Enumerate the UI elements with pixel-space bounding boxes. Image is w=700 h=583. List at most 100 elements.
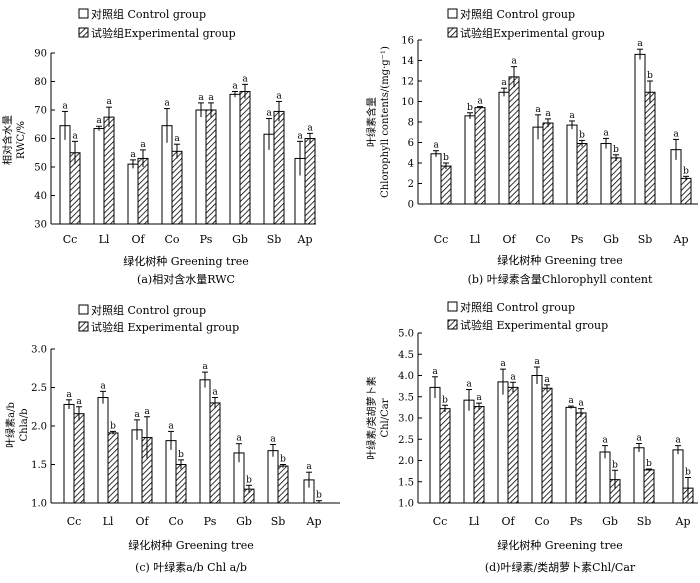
bar-experimental bbox=[610, 157, 622, 205]
bar-control bbox=[229, 93, 241, 225]
significance-label: a bbox=[266, 109, 272, 119]
significance-label: a bbox=[270, 434, 276, 444]
category-label: Sb bbox=[637, 515, 652, 528]
bar-experimental bbox=[576, 143, 588, 205]
bar-experimental bbox=[575, 412, 587, 504]
bar-control bbox=[97, 397, 109, 504]
panel-caption: (c) 叶绿素a/b Chl a/b bbox=[135, 560, 247, 574]
significance-label: a bbox=[306, 462, 312, 472]
significance-label: b bbox=[612, 460, 618, 470]
legend-control-swatch bbox=[78, 304, 89, 315]
category-label: Ap bbox=[306, 515, 322, 528]
significance-label: a bbox=[202, 362, 208, 372]
significance-label: a bbox=[578, 399, 584, 409]
y-tick-label: 3.0 bbox=[398, 414, 414, 425]
y-axis-label-en: RWC/% bbox=[16, 121, 27, 159]
significance-label: a bbox=[569, 111, 575, 121]
significance-label: a bbox=[236, 434, 242, 444]
bar-experimental bbox=[273, 110, 285, 225]
bar-experimental bbox=[541, 387, 553, 504]
y-tick-label: 1.0 bbox=[398, 499, 414, 510]
y-tick-label: 0 bbox=[408, 200, 414, 211]
significance-label: b bbox=[467, 103, 473, 113]
y-axis-label-en: Chl/Car bbox=[380, 398, 391, 437]
legend-experimental-label: 试验组 Experimental group bbox=[460, 318, 608, 332]
bar-control bbox=[565, 406, 577, 504]
y-tick-label: 4.5 bbox=[398, 350, 414, 361]
category-label: Ps bbox=[571, 233, 584, 246]
bar-control bbox=[634, 53, 646, 205]
bar-control bbox=[430, 153, 442, 205]
significance-label: a bbox=[76, 397, 82, 407]
category-label: Gb bbox=[602, 515, 618, 528]
bar-control bbox=[633, 447, 645, 504]
significance-label: a bbox=[232, 81, 238, 91]
x-axis-label: 绿化树种 Greening tree bbox=[497, 538, 623, 552]
category-label: Cc bbox=[63, 233, 78, 246]
category-label: Sb bbox=[271, 515, 286, 528]
bar-control bbox=[63, 403, 75, 504]
bar-control bbox=[600, 143, 612, 205]
significance-label: a bbox=[100, 381, 106, 391]
y-tick-label: 70 bbox=[34, 106, 47, 117]
y-tick-label: 16 bbox=[401, 36, 414, 47]
category-label: Of bbox=[131, 233, 145, 246]
category-label: Sb bbox=[638, 233, 653, 246]
significance-label: b bbox=[442, 395, 448, 405]
category-label: Co bbox=[535, 233, 550, 246]
x-axis-label: 绿化树种 Greening tree bbox=[497, 253, 623, 267]
category-label: Gb bbox=[236, 515, 252, 528]
bar-control bbox=[531, 375, 543, 504]
significance-label: a bbox=[637, 39, 643, 49]
category-label: Ap bbox=[297, 233, 313, 246]
significance-label: a bbox=[72, 131, 78, 141]
significance-label: b bbox=[316, 491, 322, 501]
y-tick-label: 1.5 bbox=[398, 477, 414, 488]
y-tick-label: 40 bbox=[34, 191, 47, 202]
y-axis-label-cn: 叶绿素/类胡萝卜素 bbox=[365, 376, 378, 459]
y-tick-label: 1.5 bbox=[31, 460, 47, 471]
bar-experimental bbox=[508, 76, 520, 205]
significance-label: b bbox=[683, 166, 689, 176]
significance-label: a bbox=[476, 393, 482, 403]
bar-control bbox=[429, 386, 441, 504]
category-label: Ap bbox=[675, 515, 691, 528]
significance-label: a bbox=[297, 131, 303, 141]
legend-control-label: 对照组 Control group bbox=[460, 7, 575, 21]
y-tick-label: 90 bbox=[34, 49, 47, 60]
legend-experimental-swatch bbox=[447, 27, 458, 38]
category-label: Of bbox=[135, 515, 149, 528]
category-label: Cc bbox=[433, 515, 448, 528]
y-tick-label: 4 bbox=[408, 159, 414, 170]
bar-control bbox=[498, 91, 510, 205]
bar-control bbox=[672, 449, 684, 504]
significance-label: b bbox=[647, 71, 653, 81]
panel-caption: (b) 叶绿素含量Chlorophyll content bbox=[468, 272, 653, 286]
legend-experimental-label: 试验组Experimental group bbox=[460, 26, 605, 40]
bar-control bbox=[93, 128, 105, 225]
bar-experimental bbox=[73, 413, 85, 504]
category-label: Ps bbox=[570, 515, 583, 528]
legend-experimental-swatch bbox=[447, 319, 458, 330]
bar-experimental bbox=[175, 464, 187, 504]
significance-label: a bbox=[66, 390, 72, 400]
category-label: Co bbox=[164, 233, 179, 246]
x-axis-label: 绿化树种 Greening tree bbox=[128, 538, 254, 552]
y-tick-label: 50 bbox=[34, 163, 47, 174]
y-axis-label-cn: 叶绿素a/b bbox=[4, 402, 17, 448]
x-axis-label: 绿化树种 Greening tree bbox=[123, 254, 249, 268]
bar-control bbox=[463, 399, 475, 504]
y-tick-label: 2.5 bbox=[31, 383, 47, 394]
significance-label: b bbox=[246, 475, 252, 485]
y-tick-label: 1.0 bbox=[31, 499, 47, 510]
category-label: Ll bbox=[470, 233, 481, 246]
y-tick-label: 2.0 bbox=[398, 456, 414, 467]
significance-label: a bbox=[510, 372, 516, 382]
legend-control-swatch bbox=[447, 301, 458, 312]
y-tick-label: 12 bbox=[401, 77, 414, 88]
y-tick-label: 2 bbox=[408, 179, 414, 190]
significance-label: b bbox=[579, 130, 585, 140]
category-label: Ll bbox=[103, 515, 114, 528]
significance-label: a bbox=[511, 57, 517, 67]
legend-experimental-swatch bbox=[78, 27, 89, 38]
